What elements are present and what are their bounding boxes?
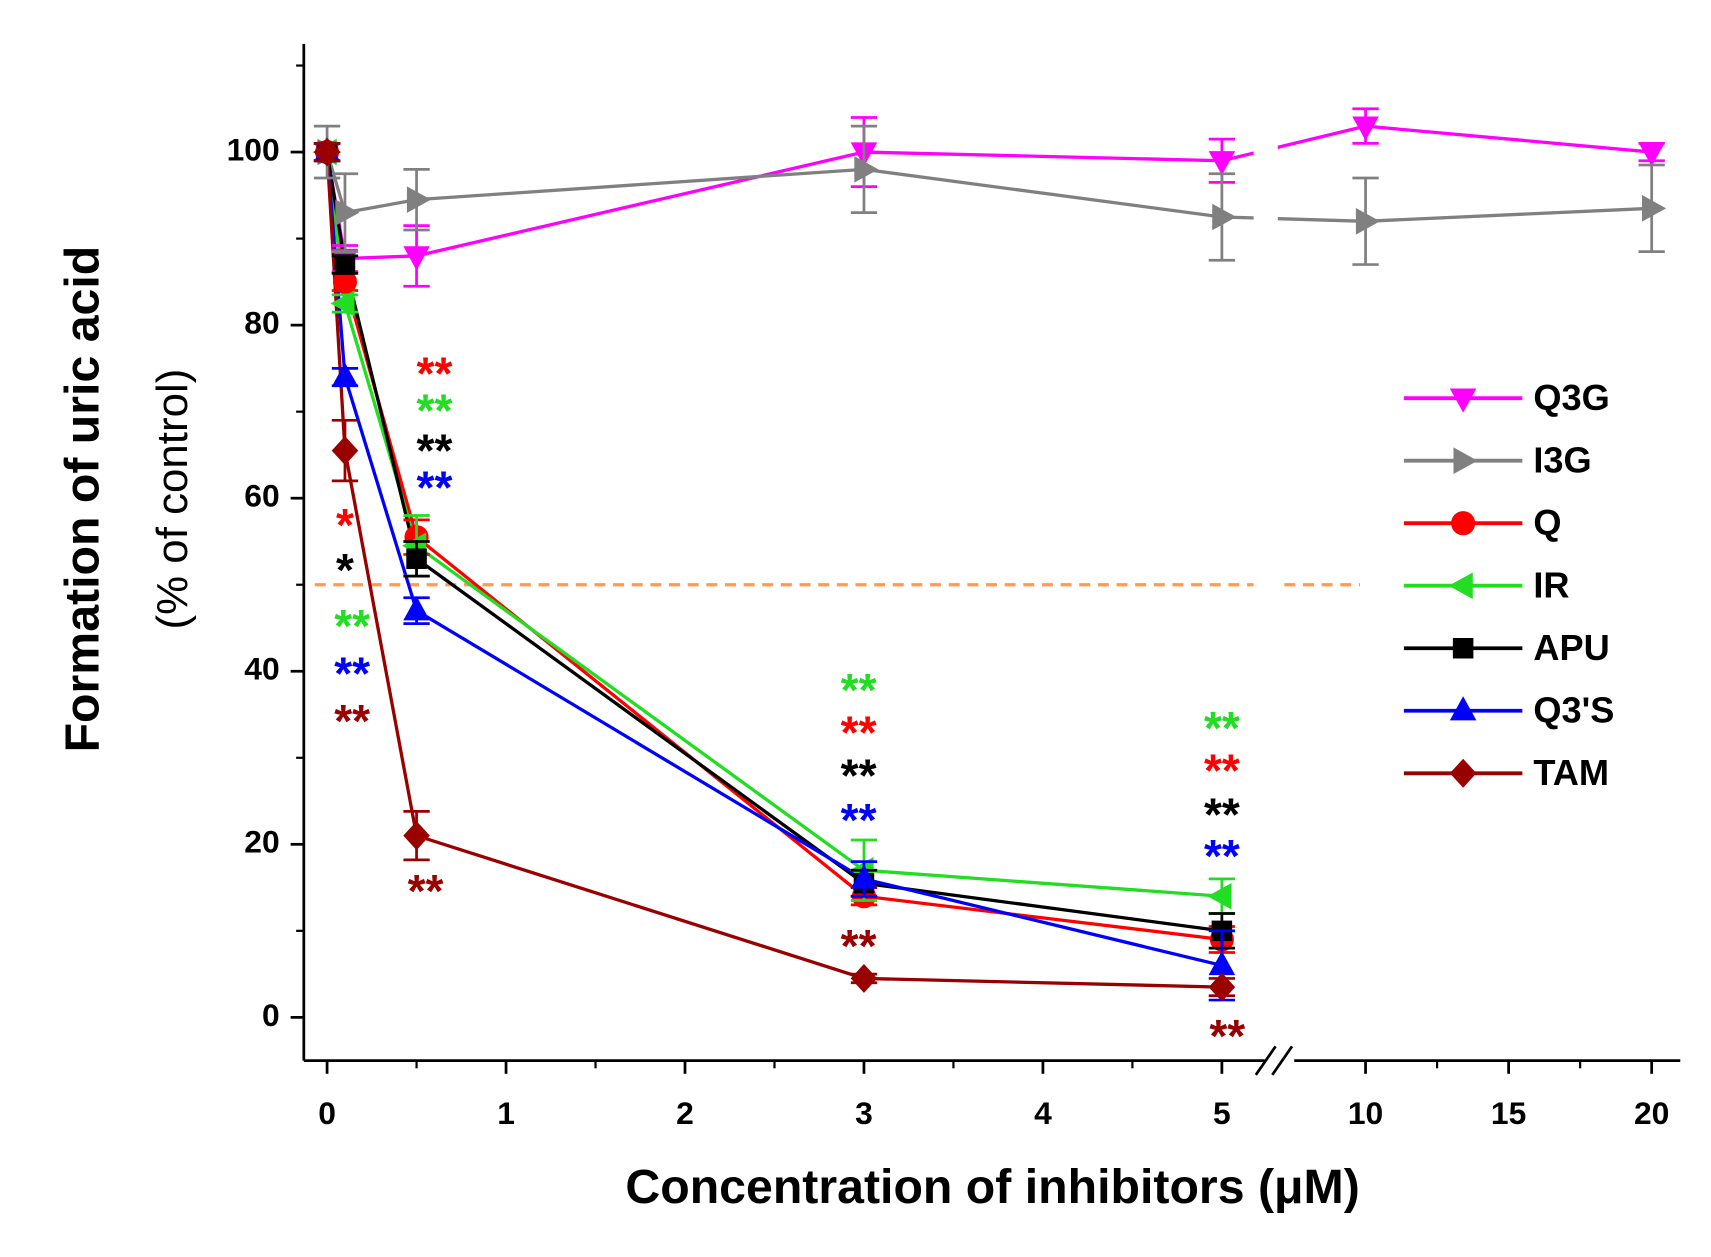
axis-break bbox=[1271, 1045, 1294, 1076]
series-line bbox=[325, 151, 1652, 223]
series-line bbox=[325, 151, 1222, 989]
axis-break bbox=[1254, 1045, 1277, 1076]
marker bbox=[1208, 950, 1236, 976]
significance-label: ** bbox=[841, 706, 877, 758]
x-tick-label: 4 bbox=[1034, 1095, 1052, 1131]
significance-label: ** bbox=[408, 865, 444, 917]
significance-label: ** bbox=[417, 462, 453, 514]
legend-label: I3G bbox=[1533, 439, 1591, 480]
significance-label: ** bbox=[417, 424, 453, 476]
marker bbox=[403, 821, 430, 851]
series-line bbox=[325, 151, 1223, 968]
significance-label: ** bbox=[1204, 789, 1240, 841]
marker bbox=[1449, 758, 1477, 788]
marker bbox=[331, 362, 359, 387]
marker bbox=[1449, 696, 1477, 721]
significance-label: ** bbox=[417, 347, 453, 399]
significance-label: ** bbox=[1209, 1010, 1245, 1062]
significance-label: * bbox=[336, 544, 354, 596]
y-tick-label: 40 bbox=[244, 651, 279, 687]
significance-label: ** bbox=[1204, 830, 1240, 882]
marker bbox=[1452, 637, 1474, 659]
marker bbox=[331, 436, 359, 466]
y-tick-label: 100 bbox=[227, 131, 280, 167]
x-tick-label: 10 bbox=[1348, 1095, 1383, 1131]
x-axis-label: Concentration of inhibitors (μM) bbox=[625, 1160, 1359, 1214]
series-line bbox=[325, 151, 1223, 933]
marker bbox=[854, 156, 879, 183]
significance-label: * bbox=[336, 499, 354, 551]
x-tick-label: 15 bbox=[1491, 1095, 1526, 1131]
y-tick-label: 60 bbox=[244, 478, 279, 514]
y-axis-label: (% of control) bbox=[148, 369, 197, 630]
marker bbox=[850, 963, 878, 993]
x-tick-label: 5 bbox=[1213, 1095, 1231, 1131]
significance-label: ** bbox=[334, 648, 370, 700]
marker bbox=[313, 137, 341, 167]
marker bbox=[406, 186, 432, 213]
series-line bbox=[325, 151, 1223, 942]
legend-label: Q3G bbox=[1533, 377, 1609, 418]
y-tick-label: 20 bbox=[244, 824, 279, 860]
marker bbox=[332, 269, 358, 294]
break-gap bbox=[1253, 43, 1278, 988]
x-tick-label: 0 bbox=[318, 1095, 336, 1131]
significance-label: ** bbox=[1204, 745, 1240, 797]
x-tick-label: 2 bbox=[676, 1095, 694, 1131]
marker bbox=[1642, 195, 1667, 222]
marker bbox=[1355, 208, 1381, 235]
x-tick-label: 20 bbox=[1634, 1095, 1669, 1131]
marker bbox=[403, 596, 430, 621]
significance-label: ** bbox=[841, 794, 877, 846]
marker bbox=[403, 246, 430, 271]
marker bbox=[335, 199, 360, 226]
y-tick-label: 80 bbox=[244, 305, 279, 341]
legend-label: IR bbox=[1533, 564, 1569, 605]
significance-label: ** bbox=[1204, 702, 1240, 754]
marker bbox=[1212, 203, 1237, 231]
significance-label: ** bbox=[334, 695, 370, 747]
marker bbox=[1451, 511, 1476, 536]
marker bbox=[406, 548, 427, 570]
legend-label: Q3'S bbox=[1533, 690, 1614, 731]
x-tick-label: 3 bbox=[855, 1095, 873, 1131]
x-tick-label: 1 bbox=[497, 1095, 515, 1131]
significance-label: ** bbox=[841, 750, 877, 802]
y-axis-label: Formation of uric acid bbox=[55, 246, 109, 753]
significance-label: ** bbox=[841, 920, 877, 972]
legend-label: APU bbox=[1533, 627, 1609, 668]
marker bbox=[1453, 447, 1478, 474]
marker bbox=[850, 864, 878, 889]
series-line bbox=[325, 151, 1223, 898]
marker bbox=[334, 254, 356, 275]
y-tick-label: 0 bbox=[262, 997, 280, 1033]
marker bbox=[1207, 882, 1232, 910]
marker bbox=[1208, 151, 1236, 176]
significance-label: ** bbox=[841, 664, 877, 716]
legend-label: TAM bbox=[1533, 752, 1609, 793]
legend-label: Q bbox=[1533, 502, 1561, 543]
marker bbox=[1448, 572, 1473, 599]
marker bbox=[1638, 142, 1665, 167]
significance-label: ** bbox=[334, 600, 370, 652]
marker bbox=[330, 290, 355, 317]
marker bbox=[1352, 116, 1379, 141]
marker bbox=[1449, 388, 1477, 413]
significance-label: ** bbox=[417, 385, 453, 437]
marker bbox=[1208, 972, 1236, 1002]
